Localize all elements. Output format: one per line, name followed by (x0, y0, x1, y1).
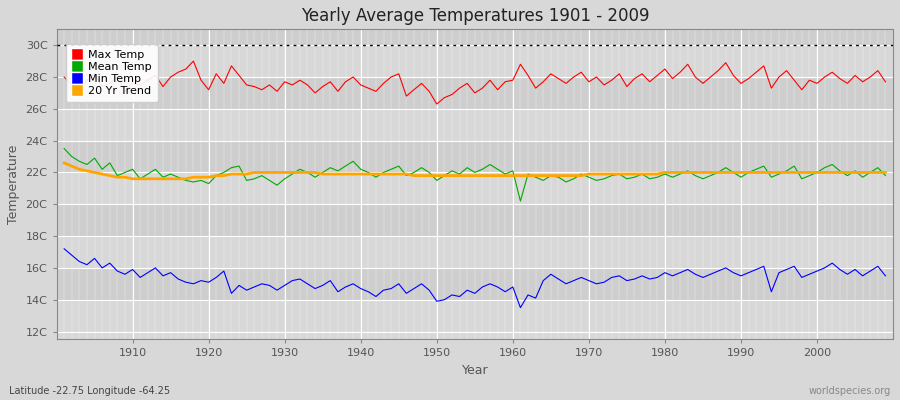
X-axis label: Year: Year (462, 364, 488, 377)
Text: worldspecies.org: worldspecies.org (809, 386, 891, 396)
Bar (57, 13, 893, 45)
Bar (57, 109, 893, 141)
Bar (57, 77, 893, 109)
Bar (57, 204, 893, 236)
Bar (57, 268, 893, 300)
Bar (57, 141, 893, 172)
Title: Yearly Average Temperatures 1901 - 2009: Yearly Average Temperatures 1901 - 2009 (301, 7, 649, 25)
Y-axis label: Temperature: Temperature (7, 145, 20, 224)
Legend: Max Temp, Mean Temp, Min Temp, 20 Yr Trend: Max Temp, Mean Temp, Min Temp, 20 Yr Tre… (67, 44, 158, 102)
Bar (57, 236, 893, 268)
Bar (57, 45, 893, 77)
Text: Latitude -22.75 Longitude -64.25: Latitude -22.75 Longitude -64.25 (9, 386, 170, 396)
Bar (57, 172, 893, 204)
Bar (57, 300, 893, 332)
